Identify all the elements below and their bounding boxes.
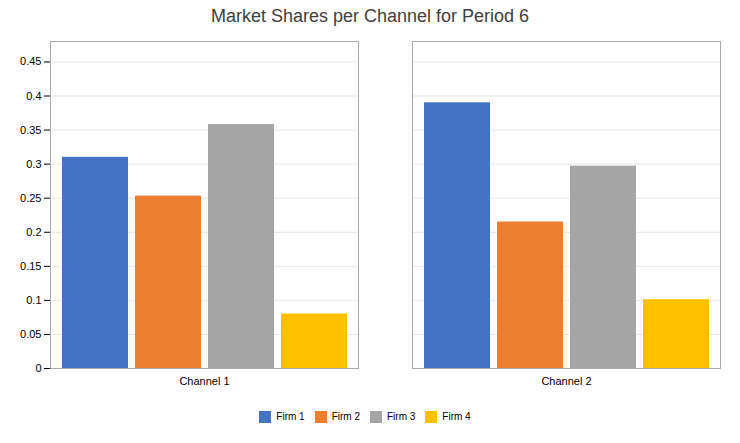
html-text:Firm 1: Firm 1 xyxy=(276,411,305,422)
svg-text:Channel 1: Channel 1 xyxy=(179,375,229,387)
html-text:Market Shares per Channel for: Market Shares per Channel for Period 6 xyxy=(210,6,530,26)
svg-text:0.4: 0.4 xyxy=(26,90,41,102)
svg-text:0.3: 0.3 xyxy=(26,158,41,170)
svg-text:0.05: 0.05 xyxy=(20,328,41,340)
svg-text:0.2: 0.2 xyxy=(26,226,41,238)
svg-text:0.45: 0.45 xyxy=(20,55,41,67)
html-text:Firm 2: Firm 2 xyxy=(331,411,360,422)
html-text:Firm 4: Firm 4 xyxy=(442,411,471,422)
svg-text:Channel 2: Channel 2 xyxy=(541,375,591,387)
svg-text:0: 0 xyxy=(35,362,41,374)
svg-text:0.15: 0.15 xyxy=(20,260,41,272)
svg-text:0.35: 0.35 xyxy=(20,124,41,136)
html-text:Firm 3: Firm 3 xyxy=(387,411,416,422)
svg-text:0.25: 0.25 xyxy=(20,192,41,204)
svg-text:0.1: 0.1 xyxy=(26,294,41,306)
